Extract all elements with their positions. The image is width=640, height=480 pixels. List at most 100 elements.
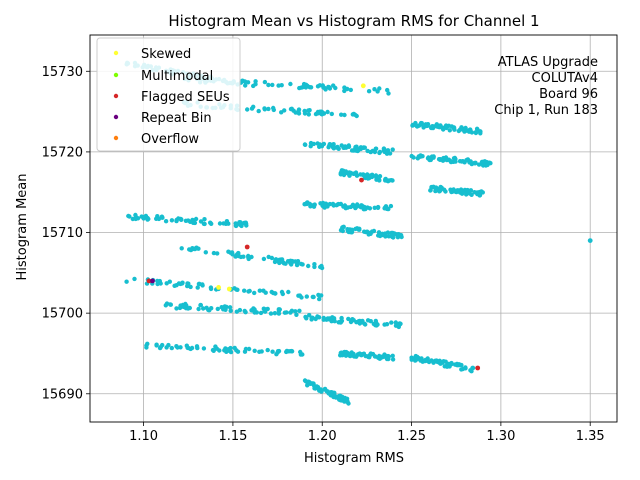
annotation-block: ATLAS Upgrade COLUTAv4 Board 96 Chip 1, … xyxy=(494,55,598,118)
data-point xyxy=(277,260,282,266)
data-point xyxy=(232,345,237,351)
data-point xyxy=(429,125,434,131)
data-point xyxy=(348,87,353,93)
data-point xyxy=(355,146,360,152)
data-point xyxy=(241,220,247,226)
data-point xyxy=(262,79,268,85)
data-point xyxy=(276,83,281,88)
data-point xyxy=(377,149,383,155)
data-point xyxy=(384,356,390,362)
data-point xyxy=(258,310,264,316)
data-point xyxy=(469,192,474,197)
data-point xyxy=(314,384,320,389)
data-point xyxy=(263,290,268,295)
data-point xyxy=(236,250,241,256)
data-point xyxy=(286,289,291,295)
data-point xyxy=(430,184,436,190)
data-point xyxy=(476,162,482,167)
data-point xyxy=(382,206,387,211)
data-point xyxy=(413,123,419,128)
data-point xyxy=(280,291,285,297)
data-point xyxy=(228,349,234,355)
data-point xyxy=(338,228,344,233)
data-point xyxy=(289,106,294,112)
data-point xyxy=(309,315,314,320)
data-point-main xyxy=(587,238,593,244)
data-point xyxy=(273,257,279,262)
data-point xyxy=(279,257,285,262)
data-point xyxy=(390,353,395,358)
data-point xyxy=(228,250,233,255)
data-point xyxy=(460,159,465,164)
data-point xyxy=(419,121,424,126)
data-point-flagged-seus xyxy=(146,278,152,284)
data-point xyxy=(284,349,289,355)
data-point xyxy=(433,188,438,194)
data-point xyxy=(332,392,337,397)
data-point xyxy=(227,305,233,310)
data-point xyxy=(263,307,268,312)
legend-label: Repeat Bin xyxy=(141,111,212,126)
data-point xyxy=(453,159,458,164)
data-point xyxy=(418,358,423,363)
annotation-line: Chip 1, Run 183 xyxy=(494,103,598,118)
data-point xyxy=(382,147,387,152)
data-point xyxy=(126,213,131,219)
data-point xyxy=(381,232,387,238)
data-point xyxy=(473,160,478,165)
data-point xyxy=(437,125,442,130)
data-point xyxy=(181,304,186,310)
data-point xyxy=(188,219,193,224)
data-point xyxy=(243,310,248,315)
data-point xyxy=(299,261,304,267)
data-point xyxy=(441,127,446,132)
data-point xyxy=(341,204,346,209)
data-point xyxy=(428,188,433,193)
data-point xyxy=(477,193,482,198)
data-point-skewed xyxy=(226,286,232,292)
data-point xyxy=(215,251,220,256)
data-point xyxy=(273,291,278,296)
data-point-flagged-seus xyxy=(359,177,364,183)
legend-label: Multimodal xyxy=(141,69,213,84)
data-point xyxy=(228,308,233,313)
data-point xyxy=(207,308,212,313)
data-point xyxy=(270,349,275,354)
data-point-flagged-seus xyxy=(244,244,250,250)
legend-marker xyxy=(113,50,119,56)
legend-marker xyxy=(113,93,119,99)
data-point xyxy=(268,311,274,316)
data-point xyxy=(221,307,226,312)
data-point xyxy=(270,82,275,88)
data-point xyxy=(261,256,267,262)
data-point xyxy=(288,81,293,87)
data-point xyxy=(163,219,169,224)
data-point xyxy=(215,306,220,312)
data-point xyxy=(320,83,325,88)
data-point xyxy=(373,146,379,151)
data-point xyxy=(331,146,336,151)
data-point xyxy=(166,342,171,348)
plot-frame xyxy=(89,34,618,423)
legend-marker xyxy=(113,72,119,78)
data-point xyxy=(479,159,485,165)
data-point xyxy=(293,259,298,264)
data-point xyxy=(315,314,320,319)
data-point xyxy=(251,83,256,89)
data-point xyxy=(437,186,442,191)
data-point xyxy=(198,219,204,224)
data-point xyxy=(169,218,175,223)
data-point xyxy=(368,319,373,324)
data-point xyxy=(363,206,368,212)
data-point xyxy=(172,283,177,288)
data-point xyxy=(158,344,163,350)
chart-title: Histogram Mean vs Histogram RMS for Chan… xyxy=(168,12,539,30)
data-point xyxy=(303,142,308,147)
data-point xyxy=(316,292,321,298)
data-point xyxy=(234,309,239,314)
data-point xyxy=(448,187,453,192)
y-tick-label: 15720 xyxy=(42,145,83,160)
y-tick-label: 15690 xyxy=(42,387,83,402)
data-point xyxy=(282,108,287,113)
